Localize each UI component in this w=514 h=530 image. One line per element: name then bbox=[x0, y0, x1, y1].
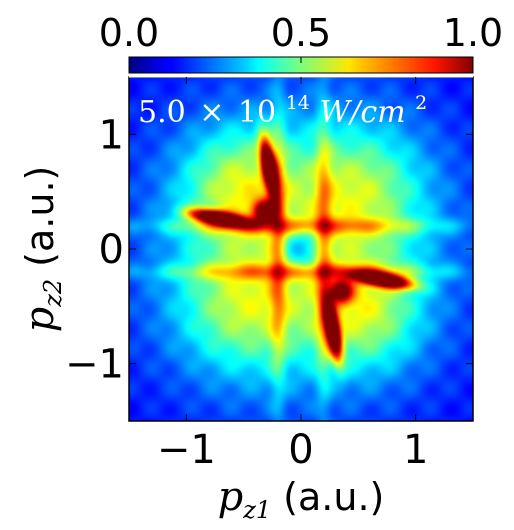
y-axis-ticks: −1 0 1 bbox=[65, 112, 473, 388]
y-axis-symbol: p bbox=[17, 307, 63, 333]
x-axis-ticks: −1 0 1 bbox=[157, 77, 428, 473]
colorbar-ticks: 0.0 0.5 1.0 bbox=[99, 11, 503, 63]
colorbar-tick-label: 0.0 bbox=[99, 11, 159, 55]
y-tick-label: −1 bbox=[65, 342, 124, 388]
colorbar: 0.0 0.5 1.0 bbox=[99, 11, 503, 74]
annotation-unit: W/cm bbox=[319, 95, 405, 130]
annotation-times: × bbox=[199, 95, 224, 130]
annotation-mantissa: 5.0 bbox=[138, 95, 186, 130]
y-axis-subscript: z2 bbox=[39, 279, 67, 308]
x-tick-label: −1 bbox=[157, 427, 216, 473]
x-tick-label: 1 bbox=[403, 427, 428, 473]
x-axis-symbol: p bbox=[218, 474, 244, 520]
heatmap bbox=[129, 77, 473, 421]
annotation-base: 10 bbox=[238, 95, 276, 130]
heatmap-image bbox=[129, 77, 473, 421]
x-axis-label: pz1 (a.u.) bbox=[218, 474, 385, 524]
y-tick-label: 1 bbox=[99, 112, 124, 158]
y-axis-unit: (a.u.) bbox=[18, 166, 62, 267]
x-axis-subscript: z1 bbox=[242, 496, 271, 524]
annotation-unit-exponent: 2 bbox=[415, 92, 427, 114]
y-tick-label: 0 bbox=[99, 227, 124, 273]
colorbar-tick-label: 1.0 bbox=[443, 11, 503, 55]
y-axis-label: pz2 (a.u.) bbox=[17, 166, 67, 333]
annotation-exponent: 14 bbox=[286, 92, 310, 114]
x-tick-label: 0 bbox=[288, 427, 313, 473]
colorbar-tick-label: 0.5 bbox=[271, 11, 331, 55]
field-intensity-annotation: 5.0 × 10 14 W/cm 2 bbox=[138, 82, 427, 130]
x-axis-unit: (a.u.) bbox=[283, 475, 384, 519]
